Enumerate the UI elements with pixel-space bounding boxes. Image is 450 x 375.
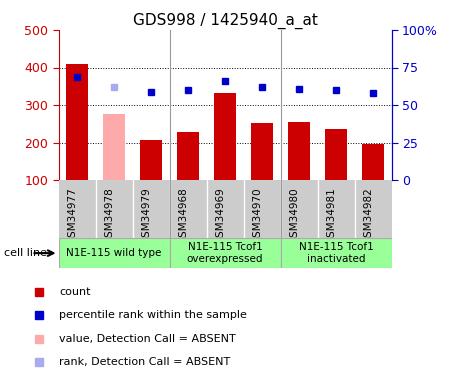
- Bar: [66, 64, 88, 180]
- Bar: [58, 238, 170, 268]
- Text: GSM34969: GSM34969: [215, 187, 225, 244]
- Text: GSM34979: GSM34979: [141, 187, 151, 244]
- Text: rank, Detection Call = ABSENT: rank, Detection Call = ABSENT: [59, 357, 230, 367]
- Bar: [170, 238, 280, 268]
- Text: GSM34968: GSM34968: [178, 187, 188, 244]
- Bar: [251, 123, 273, 180]
- Text: cell line: cell line: [4, 248, 48, 258]
- Bar: [325, 129, 347, 180]
- Bar: [214, 93, 236, 180]
- Bar: [362, 144, 384, 180]
- Bar: [280, 238, 392, 268]
- Text: N1E-115 Tcof1
inactivated: N1E-115 Tcof1 inactivated: [299, 242, 374, 264]
- Text: N1E-115 Tcof1
overexpressed: N1E-115 Tcof1 overexpressed: [187, 242, 263, 264]
- Text: GSM34978: GSM34978: [104, 187, 114, 244]
- Bar: [288, 122, 310, 180]
- Text: GSM34982: GSM34982: [363, 187, 373, 244]
- Text: count: count: [59, 287, 90, 297]
- Text: GSM34980: GSM34980: [289, 187, 299, 244]
- Bar: [103, 114, 125, 180]
- Text: GSM34977: GSM34977: [67, 187, 77, 244]
- Bar: [140, 140, 162, 180]
- Text: N1E-115 wild type: N1E-115 wild type: [66, 248, 162, 258]
- Title: GDS998 / 1425940_a_at: GDS998 / 1425940_a_at: [133, 12, 317, 28]
- Text: value, Detection Call = ABSENT: value, Detection Call = ABSENT: [59, 333, 236, 344]
- Text: GSM34981: GSM34981: [326, 187, 336, 244]
- Bar: [177, 132, 199, 180]
- Text: percentile rank within the sample: percentile rank within the sample: [59, 310, 247, 320]
- Text: GSM34970: GSM34970: [252, 187, 262, 244]
